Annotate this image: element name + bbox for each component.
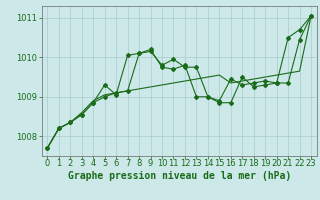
X-axis label: Graphe pression niveau de la mer (hPa): Graphe pression niveau de la mer (hPa)	[68, 171, 291, 181]
